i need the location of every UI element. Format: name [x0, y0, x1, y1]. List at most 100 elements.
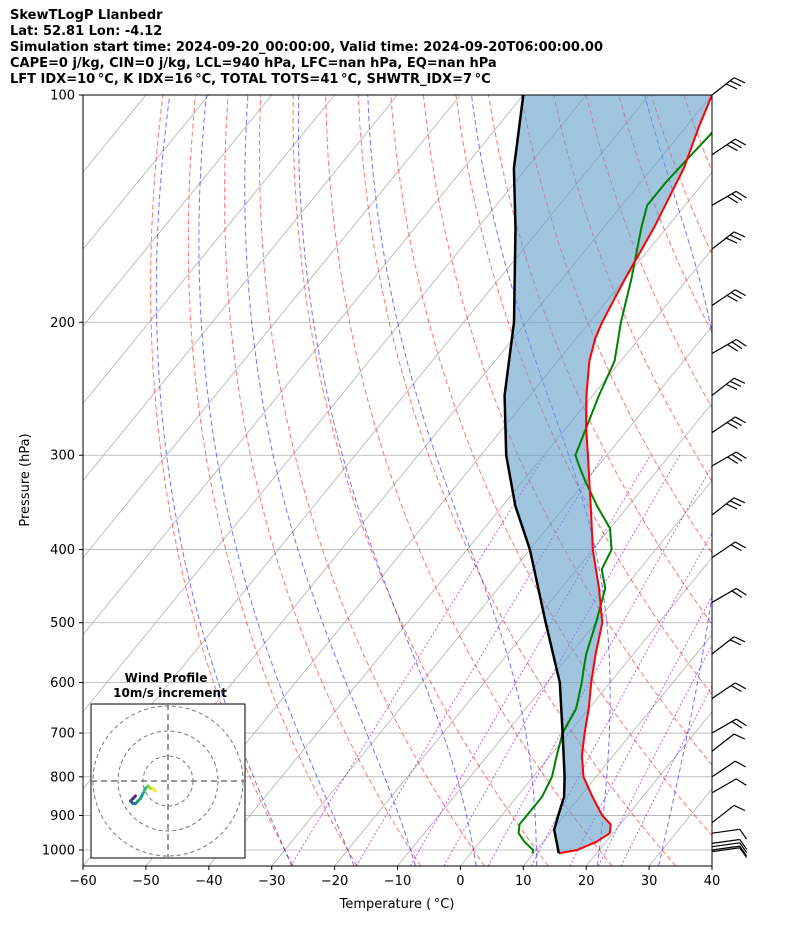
dry-adiabat-line: [782, 95, 794, 866]
wind-barb-flag: [733, 77, 746, 84]
y-tick-label: 1000: [42, 844, 75, 859]
wind-barb-shaft: [711, 190, 737, 206]
y-tick-label: 800: [50, 770, 75, 785]
wind-barb-flag: [730, 419, 742, 427]
wind-barb-flag: [729, 500, 742, 507]
wind-barb-flag: [735, 587, 747, 596]
wind-barb-flag: [729, 380, 742, 387]
wind-barb-flag: [735, 778, 747, 786]
wind-barb-flag: [730, 544, 742, 552]
wind-barb-shaft: [711, 828, 740, 834]
wind-barb-shaft: [711, 838, 740, 844]
location-line: Lat: 52.81 Lon: -4.12: [10, 24, 163, 39]
isotherm-line: [334, 402, 712, 866]
wind-barb-flag: [726, 422, 738, 429]
wind-barb-flag: [734, 289, 746, 297]
dry-adiabat-line: [650, 95, 712, 256]
wind-barb-flag: [726, 294, 738, 302]
isotherm-line: [648, 788, 712, 866]
wind-barb-flag: [727, 195, 738, 204]
wind-barb-shaft: [711, 778, 737, 794]
y-tick-label: 500: [50, 616, 75, 631]
y-axis-label: Pressure (hPa): [18, 433, 33, 526]
parcel-line: [503, 95, 566, 854]
wind-barb-flag: [731, 721, 743, 729]
y-tick-label: 300: [50, 449, 75, 464]
wind-barb-shaft: [711, 451, 737, 467]
wind-barb-flag: [739, 839, 748, 850]
y-tick-label: 600: [50, 676, 75, 691]
wind-barb-flag: [727, 344, 738, 352]
x-tick-label: −40: [195, 874, 222, 889]
wind-barb-flag: [731, 193, 743, 201]
wind-barb-flag: [734, 541, 746, 549]
wind-barb-flag: [729, 234, 742, 241]
x-tick-label: 10: [515, 874, 532, 889]
y-tick-label: 100: [50, 89, 75, 104]
y-tick-label: 200: [50, 316, 75, 331]
dry-adiabat-line: [187, 95, 358, 866]
isotherm-line: [83, 95, 398, 482]
y-tick-label: 700: [50, 727, 75, 742]
wind-barb-flag: [730, 141, 742, 149]
moist-adiabat-line: [155, 95, 293, 866]
dry-adiabat-line: [224, 95, 422, 866]
wind-barb-flag: [733, 231, 746, 238]
moist-adiabat-line: [720, 95, 794, 866]
wind-barb-flag: [733, 377, 746, 384]
wind-barb-flag: [734, 138, 746, 146]
x-axis-label: Temperature ( °C): [339, 897, 455, 912]
dry-adiabat-line: [422, 95, 712, 766]
temperature-line: [558, 95, 712, 855]
wind-barb-shaft: [711, 845, 740, 851]
hodograph-inset: Wind Profile 10m/s increment: [90, 671, 246, 859]
x-tick-label: −60: [69, 874, 96, 889]
isotherm-line: [83, 95, 84, 96]
dry-adiabat-line: [520, 95, 712, 554]
isotherm-line: [83, 95, 524, 636]
wind-barb-flag: [725, 383, 738, 390]
wind-barb-shaft: [711, 718, 737, 734]
isotherm-line: [83, 95, 461, 559]
wind-barbs: [711, 77, 748, 858]
inset-subtitle: 10m/s increment: [113, 686, 227, 700]
time-line: Simulation start time: 2024-09-20_00:00:…: [10, 40, 603, 55]
wind-barb-flag: [731, 453, 743, 462]
wind-barb-flag: [735, 451, 747, 460]
wind-barb-flag: [725, 503, 738, 510]
indices-line-2: LFT IDX=10 °C, K IDX=16 °C, TOTAL TOTS=4…: [10, 72, 491, 87]
wind-barb-flag: [733, 497, 746, 504]
x-tick-label: −30: [258, 874, 285, 889]
mixing-ratio-line: [530, 531, 712, 866]
mixing-ratio-line: [620, 684, 712, 866]
wind-barb-shaft: [711, 804, 735, 824]
wind-barb-shaft: [711, 733, 735, 752]
wind-barb-shaft: [711, 842, 740, 848]
wind-barb-flag: [734, 416, 746, 424]
isotherm-line: [397, 479, 712, 866]
x-tick-label: −10: [384, 874, 411, 889]
isotherm-line: [522, 634, 712, 866]
x-tick-label: 0: [456, 874, 464, 889]
isotherm-line: [585, 711, 712, 866]
wind-barb-flag: [731, 590, 743, 598]
dry-adiabat-line: [292, 95, 549, 866]
wind-barb-shaft: [711, 587, 737, 603]
wind-barb-flag: [729, 80, 742, 87]
wind-barb-flag: [739, 845, 748, 857]
wind-barb-flag: [730, 292, 742, 299]
wind-barb-flag: [731, 341, 743, 350]
wind-barb-shaft: [711, 847, 740, 853]
isotherm-line: [83, 95, 587, 713]
wind-barb-flag: [739, 842, 748, 853]
wind-barb-flag: [739, 847, 748, 858]
moist-adiabat-line: [297, 95, 477, 866]
wind-barb-flag: [727, 456, 738, 465]
wind-barb-flag: [735, 339, 747, 347]
wind-barb-flag: [734, 760, 746, 768]
isotherm-line: [145, 171, 712, 866]
mixing-ratio-line: [443, 454, 681, 866]
axes: −60 −50 −40 −30 −20 −10 0 10 20 30 40 100 200 300 400 5…: [42, 89, 720, 890]
dry-adiabat-line: [150, 95, 294, 866]
isotherm-line: [711, 865, 712, 866]
